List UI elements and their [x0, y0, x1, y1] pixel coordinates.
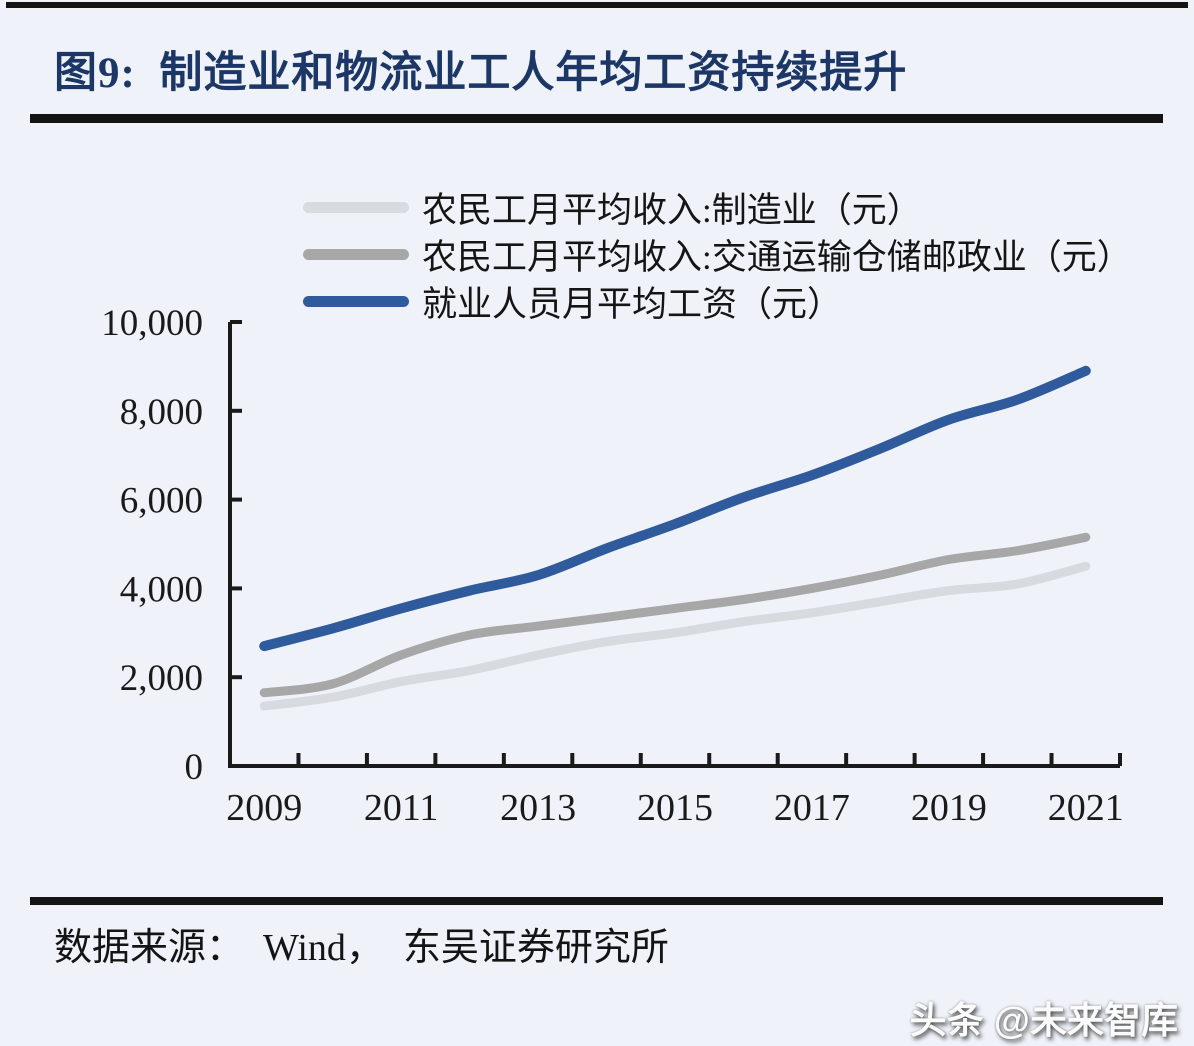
- legend-line-swatch-employed-icon: [303, 296, 409, 307]
- x-tick-label: 2019: [911, 787, 987, 829]
- legend-line-swatch-transport-icon: [303, 249, 409, 260]
- y-tick-label: 4,000: [120, 569, 203, 610]
- top-border-rule: [6, 2, 1188, 8]
- x-tick-label: 2017: [774, 787, 850, 829]
- footer-divider-rule: [30, 897, 1163, 905]
- title-divider-rule: [30, 114, 1163, 123]
- legend-label-employed: 就业人员月平均工资（元）: [422, 285, 843, 324]
- legend-label-transport: 农民工月平均收入:交通运输仓储邮政业（元）: [422, 238, 1132, 277]
- x-tick-label: 2011: [364, 787, 439, 829]
- series-line-0: [259, 561, 1091, 711]
- legend-item-manufacturing: 农民工月平均收入:制造业（元）: [303, 184, 1132, 231]
- x-tick-label: 2009: [226, 787, 302, 829]
- axis-frame: [228, 322, 1120, 768]
- y-tick-label: 0: [185, 747, 204, 788]
- legend-item-employed: 就业人员月平均工资（元）: [303, 278, 1132, 325]
- y-tick-label: 6,000: [120, 481, 203, 522]
- data-source-label: 数据来源： Wind， 东吴证券研究所: [54, 927, 669, 969]
- series-line-1: [259, 532, 1091, 698]
- legend-item-transport: 农民工月平均收入:交通运输仓储邮政业（元）: [303, 231, 1132, 278]
- legend-label-manufacturing: 农民工月平均收入:制造业（元）: [422, 191, 922, 230]
- y-tick-label: 10,000: [101, 303, 203, 344]
- legend-line-swatch-manufacturing-icon: [303, 202, 409, 213]
- figure-title: 图9: 制造业和物流业工人年均工资持续提升: [54, 50, 908, 97]
- y-tick-label: 8,000: [120, 392, 203, 433]
- y-tick-label: 2,000: [120, 658, 203, 699]
- x-tick-label: 2021: [1048, 787, 1124, 829]
- chart-legend: 农民工月平均收入:制造业（元） 农民工月平均收入:交通运输仓储邮政业（元） 就业…: [303, 184, 1132, 325]
- x-tick-label: 2013: [500, 787, 576, 829]
- watermark-label: 头条 @未来智库: [909, 1000, 1178, 1041]
- series-line-2: [259, 365, 1091, 652]
- x-tick-label: 2015: [637, 787, 713, 829]
